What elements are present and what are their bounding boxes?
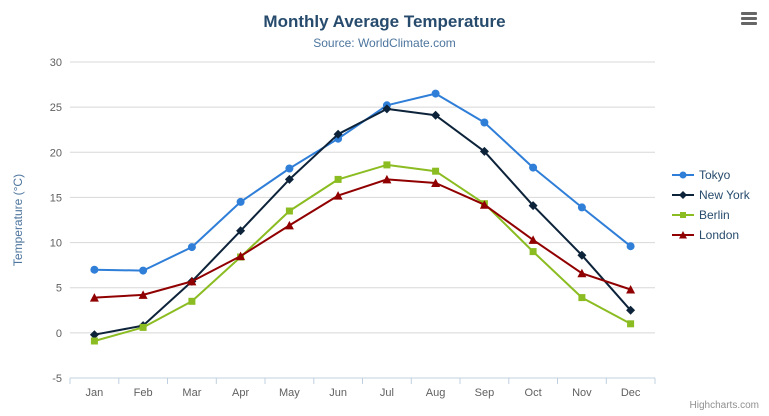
svg-text:Nov: Nov <box>572 387 592 399</box>
point-marker-tokyo[interactable] <box>480 118 489 127</box>
legend-item-berlin[interactable]: Berlin <box>672 208 750 222</box>
series-line-new-york <box>93 107 632 336</box>
svg-text:Jan: Jan <box>86 387 104 399</box>
legend-label: New York <box>699 188 750 202</box>
svg-text:Feb: Feb <box>134 387 153 399</box>
svg-text:10: 10 <box>50 238 62 250</box>
point-marker-berlin[interactable] <box>578 294 586 302</box>
x-axis-labels: Jan Feb Mar Apr May Jun Jul Aug Sep Oct Nov Dec <box>86 387 641 399</box>
point-marker-london[interactable] <box>187 276 197 286</box>
point-marker-tokyo[interactable] <box>626 242 635 251</box>
context-menu-button[interactable] <box>741 12 757 25</box>
point-marker-tokyo[interactable] <box>139 266 148 275</box>
point-marker-berlin[interactable] <box>334 175 342 183</box>
hamburger-icon <box>741 12 757 15</box>
point-marker-new-york[interactable] <box>528 201 538 211</box>
point-marker-berlin[interactable] <box>383 161 391 169</box>
point-marker-new-york[interactable] <box>333 129 343 139</box>
series-line-tokyo <box>93 92 632 272</box>
point-marker-new-york[interactable] <box>577 250 587 260</box>
point-marker-berlin[interactable] <box>627 320 635 328</box>
svg-text:15: 15 <box>50 192 62 204</box>
svg-text:-5: -5 <box>52 373 62 385</box>
point-marker-new-york[interactable] <box>431 110 441 120</box>
point-marker-tokyo[interactable] <box>285 164 294 173</box>
point-marker-berlin[interactable] <box>139 323 147 331</box>
point-marker-london[interactable] <box>333 191 343 200</box>
svg-text:Oct: Oct <box>525 387 542 399</box>
svg-text:Dec: Dec <box>621 387 641 399</box>
legend-marker-new-york <box>672 191 694 199</box>
legend-item-london[interactable]: London <box>672 228 750 242</box>
series-tokyo <box>90 89 635 275</box>
credits-link[interactable]: Highcharts.com <box>689 400 759 411</box>
point-marker-london[interactable] <box>479 200 489 209</box>
point-marker-london[interactable] <box>626 285 636 294</box>
x-axis <box>69 377 656 384</box>
point-marker-london[interactable] <box>138 290 148 299</box>
hamburger-icon <box>741 17 757 20</box>
legend: Tokyo New York Berlin London <box>672 168 750 242</box>
point-marker-london[interactable] <box>236 251 246 261</box>
gridlines <box>70 61 655 379</box>
point-marker-tokyo[interactable] <box>577 203 586 212</box>
point-marker-berlin[interactable] <box>188 297 196 305</box>
svg-text:25: 25 <box>50 102 62 114</box>
series-berlin <box>90 161 635 345</box>
series-new-york <box>89 104 636 340</box>
point-marker-berlin[interactable] <box>285 207 293 215</box>
svg-text:20: 20 <box>50 147 62 159</box>
svg-text:Apr: Apr <box>232 387 249 399</box>
svg-text:Aug: Aug <box>426 387 446 399</box>
svg-text:5: 5 <box>56 283 62 295</box>
legend-label: Tokyo <box>699 168 731 182</box>
point-marker-tokyo[interactable] <box>529 163 538 172</box>
point-marker-london[interactable] <box>382 174 392 184</box>
point-marker-new-york[interactable] <box>284 174 294 184</box>
svg-text:Jul: Jul <box>380 387 394 399</box>
svg-text:Sep: Sep <box>475 387 495 399</box>
point-marker-london[interactable] <box>89 293 99 302</box>
point-marker-berlin[interactable] <box>529 248 537 256</box>
point-marker-new-york[interactable] <box>382 104 392 114</box>
y-axis-labels: -5 0 5 10 15 20 25 30 <box>50 57 62 385</box>
series-line-london <box>93 178 632 299</box>
chart-title: Monthly Average Temperature <box>263 12 506 31</box>
point-marker-new-york[interactable] <box>626 305 636 315</box>
legend-marker-london <box>672 231 694 239</box>
point-marker-berlin[interactable] <box>432 167 440 175</box>
point-marker-london[interactable] <box>577 268 587 278</box>
svg-text:0: 0 <box>56 328 62 340</box>
point-marker-berlin[interactable] <box>90 337 98 345</box>
point-marker-new-york[interactable] <box>479 146 489 156</box>
point-marker-new-york[interactable] <box>236 226 246 236</box>
legend-item-tokyo[interactable]: Tokyo <box>672 168 750 182</box>
point-marker-new-york[interactable] <box>89 330 99 340</box>
legend-marker-berlin <box>672 212 694 218</box>
chart-subtitle: Source: WorldClimate.com <box>313 36 456 50</box>
legend-item-new-york[interactable]: New York <box>672 188 750 202</box>
series-london <box>89 174 636 302</box>
svg-text:May: May <box>279 387 300 399</box>
legend-label: London <box>699 228 740 242</box>
point-marker-tokyo[interactable] <box>236 197 245 206</box>
point-marker-tokyo[interactable] <box>431 89 440 98</box>
legend-label: Berlin <box>699 208 730 222</box>
series-line-berlin <box>93 163 632 342</box>
hamburger-icon <box>741 22 757 25</box>
svg-text:Mar: Mar <box>182 387 201 399</box>
point-marker-london[interactable] <box>528 235 538 244</box>
point-marker-tokyo[interactable] <box>187 243 196 252</box>
legend-marker-tokyo <box>672 171 694 179</box>
svg-text:Jun: Jun <box>329 387 347 399</box>
svg-text:30: 30 <box>50 57 62 69</box>
point-marker-london[interactable] <box>431 178 441 188</box>
point-marker-london[interactable] <box>284 220 294 230</box>
point-marker-tokyo[interactable] <box>90 265 99 274</box>
